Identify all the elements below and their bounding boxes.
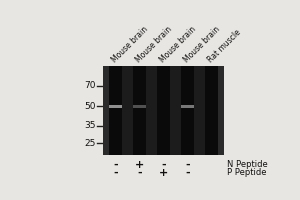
Text: 70: 70 — [84, 81, 96, 90]
Bar — [109, 105, 122, 108]
Text: Mouse brain: Mouse brain — [110, 24, 149, 64]
Text: -: - — [113, 168, 118, 178]
Bar — [103, 66, 224, 155]
Text: -: - — [185, 160, 190, 170]
Text: Mouse brain: Mouse brain — [182, 24, 222, 64]
Text: 25: 25 — [84, 139, 96, 148]
Bar — [133, 105, 145, 108]
Bar — [205, 66, 218, 155]
Bar — [157, 66, 170, 155]
Bar — [181, 105, 194, 108]
Bar — [133, 66, 146, 155]
Text: -: - — [113, 160, 118, 170]
Text: Mouse brain: Mouse brain — [158, 24, 197, 64]
Text: N Peptide: N Peptide — [227, 160, 268, 169]
Text: Rat muscle: Rat muscle — [206, 27, 242, 64]
Text: P Peptide: P Peptide — [227, 168, 267, 177]
Bar — [109, 66, 122, 155]
Bar — [216, 66, 224, 155]
Text: 50: 50 — [84, 102, 96, 111]
Text: Mouse brain: Mouse brain — [134, 24, 173, 64]
Text: +: + — [159, 168, 168, 178]
Text: -: - — [137, 168, 142, 178]
Text: 35: 35 — [84, 121, 96, 130]
Text: -: - — [161, 160, 166, 170]
Text: +: + — [135, 160, 144, 170]
Text: -: - — [185, 168, 190, 178]
Bar — [181, 66, 194, 155]
Bar — [103, 66, 113, 155]
